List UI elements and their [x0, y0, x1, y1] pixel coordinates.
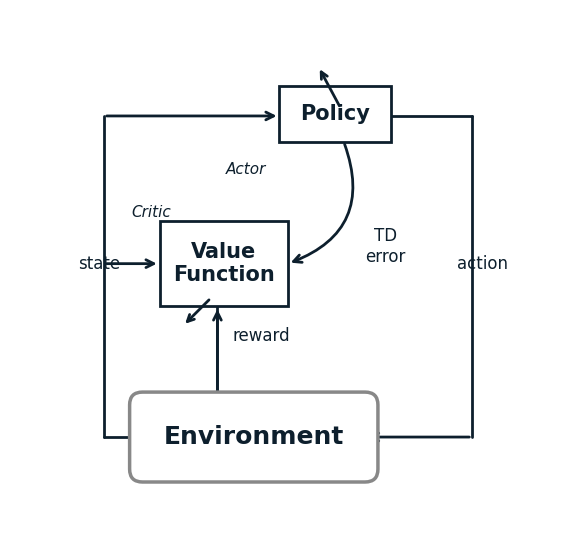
FancyBboxPatch shape — [130, 392, 378, 482]
Text: state: state — [78, 255, 120, 272]
FancyBboxPatch shape — [279, 86, 391, 142]
Text: reward: reward — [232, 327, 290, 345]
FancyBboxPatch shape — [160, 221, 288, 306]
Text: action: action — [457, 255, 508, 272]
Text: Environment: Environment — [164, 425, 344, 449]
Text: Actor: Actor — [226, 162, 266, 177]
Text: Policy: Policy — [300, 104, 370, 124]
Text: Critic: Critic — [132, 205, 171, 220]
Text: Value
Function: Value Function — [173, 242, 275, 285]
Text: TD
error: TD error — [365, 227, 405, 266]
